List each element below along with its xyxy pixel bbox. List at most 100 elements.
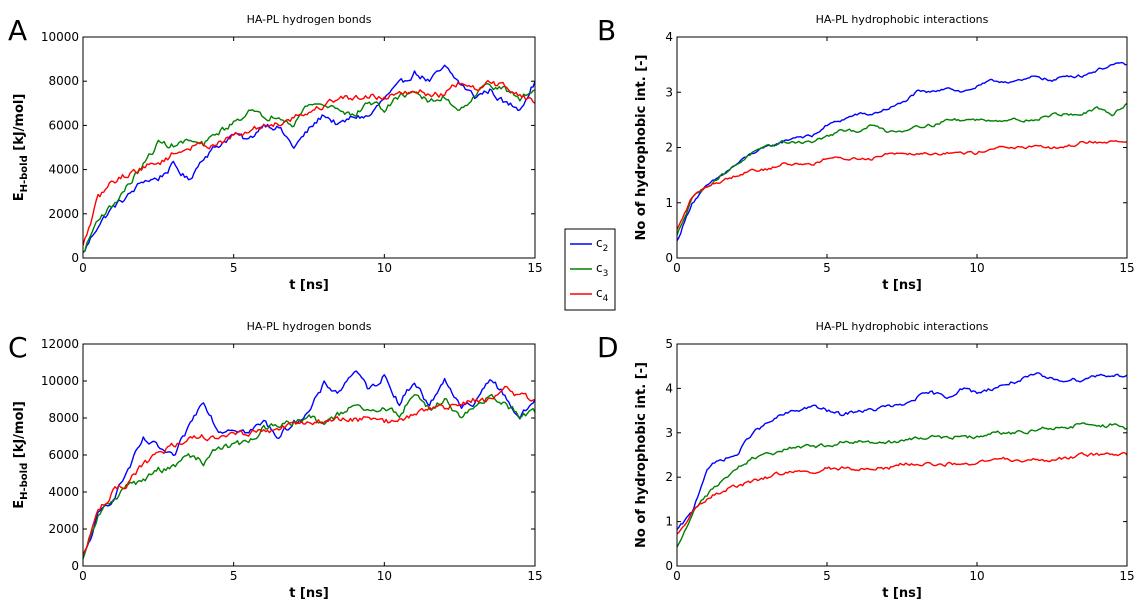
panel-a: A HA-PL hydrogen bonds 0 5 10 15 0 2000 4000 6000… xyxy=(8,13,543,293)
y-tick-label: 0 xyxy=(71,251,79,265)
legend-label-subscript: 2 xyxy=(603,244,609,254)
legend-label-base: c xyxy=(596,286,603,300)
x-axis-label: t [ns] xyxy=(882,278,922,293)
axes-box xyxy=(676,343,1128,567)
y-axis-label-main: E xyxy=(12,192,27,201)
y-axis-label-subscript: H-bold xyxy=(19,463,30,500)
y-tick-label: 8000 xyxy=(48,74,79,88)
y-axis-label: No of hydrophobic int. [-] xyxy=(634,55,649,241)
x-tick-label: 10 xyxy=(969,261,984,275)
panel-letter: D xyxy=(597,331,619,364)
x-tick-label: 15 xyxy=(1119,261,1134,275)
series-group xyxy=(677,61,1127,242)
y-tick-label: 0 xyxy=(665,251,673,265)
x-tick-label: 0 xyxy=(673,569,681,583)
y-tick-label: 1 xyxy=(665,515,673,529)
x-tick-label: 10 xyxy=(969,569,984,583)
series-line-c2 xyxy=(677,61,1127,242)
panel-letter: C xyxy=(8,331,28,364)
series-line-c4 xyxy=(677,140,1127,230)
y-tick-label: 0 xyxy=(665,559,673,573)
x-tick-label: 5 xyxy=(823,569,831,583)
y-tick-label: 2000 xyxy=(48,522,79,536)
axes-box xyxy=(82,36,536,259)
legend-label-base: c xyxy=(596,236,603,250)
panel-letter: A xyxy=(8,14,27,47)
x-tick-label: 0 xyxy=(673,261,681,275)
legend-item: c2 xyxy=(570,236,608,254)
chart-title: HA-PL hydrophobic interactions xyxy=(816,13,989,26)
y-tick-label: 0 xyxy=(71,559,79,573)
panel-c: C HA-PL hydrogen bonds 0 5 10 15 0 2000 4000 6000… xyxy=(8,320,543,601)
x-tick-label: 15 xyxy=(527,569,542,583)
y-axis-label: No of hydrophobic int. [-] xyxy=(634,362,649,548)
y-axis-label-main: No of hydrophobic int. [-] xyxy=(634,362,649,548)
y-axis-label-main: E xyxy=(12,500,27,509)
x-axis-label: t [ns] xyxy=(289,586,329,601)
legend-label: c3 xyxy=(596,261,608,279)
chart-title: HA-PL hydrogen bonds xyxy=(247,13,372,26)
x-tick-label: 10 xyxy=(377,569,392,583)
x-tick-label: 5 xyxy=(230,569,238,583)
x-tick-label: 0 xyxy=(79,261,87,275)
y-axis-label-unit: [kJ/mol] xyxy=(12,401,27,463)
legend-label: c2 xyxy=(596,236,608,254)
y-tick-label: 3 xyxy=(665,426,673,440)
legend-item: c4 xyxy=(570,286,609,304)
y-tick-label: 4 xyxy=(665,30,673,44)
y-tick-label: 5 xyxy=(665,337,673,351)
x-tick-label: 15 xyxy=(527,261,542,275)
series-line-c3 xyxy=(677,422,1127,548)
legend-label-subscript: 4 xyxy=(603,294,609,304)
y-tick-label: 4000 xyxy=(48,485,79,499)
series-line-c4 xyxy=(83,385,535,556)
x-tick-label: 15 xyxy=(1119,569,1134,583)
y-tick-label: 4 xyxy=(665,381,673,395)
y-tick-label: 2000 xyxy=(48,207,79,221)
series-line-c3 xyxy=(83,393,535,560)
series-group xyxy=(83,64,535,253)
legend-label-base: c xyxy=(596,261,603,275)
legend-label: c4 xyxy=(596,286,609,304)
series-line-c4 xyxy=(83,79,535,246)
y-axis-label: EH-bold [kJ/mol] xyxy=(12,401,30,509)
series-group xyxy=(677,372,1127,548)
series-line-c2 xyxy=(83,64,535,253)
y-axis-label: EH-bold [kJ/mol] xyxy=(12,94,30,202)
series-line-c4 xyxy=(677,451,1127,535)
y-tick-label: 1 xyxy=(665,196,673,210)
x-tick-label: 0 xyxy=(79,569,87,583)
y-axis-label-subscript: H-bold xyxy=(19,155,30,192)
panel-d: D HA-PL hydrophobic interactions 0 5 10 15 0 1 2… xyxy=(597,320,1134,601)
x-axis-label: t [ns] xyxy=(289,278,329,293)
y-tick-label: 6000 xyxy=(48,118,79,132)
axes-box xyxy=(82,343,536,567)
x-axis-label: t [ns] xyxy=(882,586,922,601)
series-line-c2 xyxy=(677,372,1127,530)
y-axis-label-main: No of hydrophobic int. [-] xyxy=(634,55,649,241)
y-axis-label-unit: [kJ/mol] xyxy=(12,94,27,156)
legend-item: c3 xyxy=(570,261,608,279)
panel-b: B HA-PL hydrophobic interactions 0 5 10 15 0 1 2… xyxy=(597,13,1134,293)
y-tick-label: 10000 xyxy=(41,30,79,44)
y-tick-label: 4000 xyxy=(48,163,79,177)
series-line-c3 xyxy=(83,82,535,253)
legend-label-subscript: 3 xyxy=(603,269,609,279)
y-tick-label: 8000 xyxy=(48,411,79,425)
x-tick-label: 5 xyxy=(230,261,238,275)
x-tick-label: 5 xyxy=(823,261,831,275)
series-line-c2 xyxy=(83,370,535,559)
series-group xyxy=(83,370,535,560)
y-tick-label: 3 xyxy=(665,85,673,99)
panel-letter: B xyxy=(597,14,616,47)
y-tick-label: 2 xyxy=(665,470,673,484)
y-tick-label: 12000 xyxy=(41,337,79,351)
y-tick-label: 10000 xyxy=(41,374,79,388)
x-tick-label: 10 xyxy=(377,261,392,275)
chart-title: HA-PL hydrogen bonds xyxy=(247,320,372,333)
series-line-c3 xyxy=(677,102,1127,236)
chart-title: HA-PL hydrophobic interactions xyxy=(816,320,989,333)
y-tick-label: 2 xyxy=(665,141,673,155)
